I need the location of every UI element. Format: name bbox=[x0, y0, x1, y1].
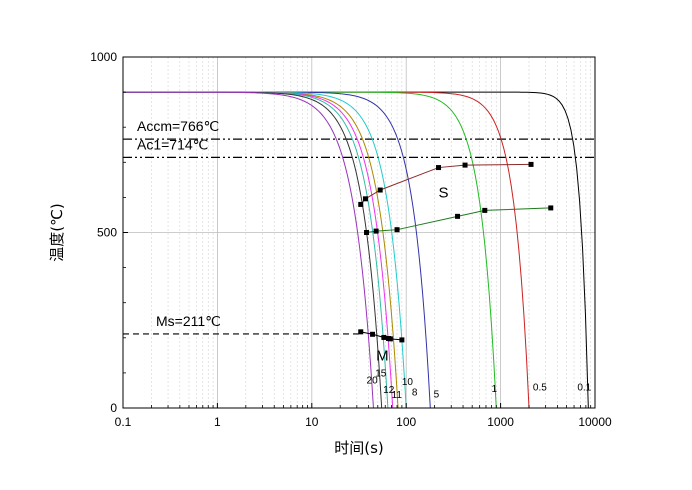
curve-label-8: 8 bbox=[412, 388, 418, 399]
x-tick-label: 0.1 bbox=[115, 415, 132, 429]
transformation-point bbox=[399, 337, 405, 343]
x-tick-label: 1 bbox=[214, 415, 221, 429]
transformation-point bbox=[373, 228, 379, 234]
transformation-point bbox=[482, 207, 488, 213]
y-tick-label: 0 bbox=[110, 401, 117, 415]
y-tick-label: 1000 bbox=[90, 50, 117, 64]
x-tick-label: 1000 bbox=[487, 415, 514, 429]
transformation-point bbox=[362, 196, 368, 202]
transformation-point bbox=[381, 334, 387, 340]
transformation-point bbox=[548, 205, 554, 211]
transformation-point bbox=[358, 201, 364, 207]
transformation-point bbox=[387, 336, 393, 342]
transformation-point bbox=[377, 187, 383, 193]
transformation-point bbox=[436, 165, 442, 171]
reference-label: Ms=211℃ bbox=[156, 313, 221, 329]
curve-label-5: 5 bbox=[434, 389, 440, 400]
transformation-point bbox=[358, 329, 364, 335]
transformation-lines bbox=[358, 161, 554, 343]
transformation-point bbox=[462, 162, 468, 168]
transformation-point bbox=[455, 213, 461, 219]
transformation-point bbox=[528, 161, 534, 167]
transformation-point bbox=[370, 331, 376, 337]
grid-minor bbox=[151, 57, 591, 408]
x-axis-label: 时间(s) bbox=[334, 439, 384, 457]
transformation-point bbox=[364, 230, 370, 235]
reference-label: Accm=766℃ bbox=[137, 118, 219, 134]
curve-label-15: 15 bbox=[375, 368, 387, 379]
curve-label-10: 10 bbox=[402, 377, 414, 388]
transformation-line-finish bbox=[366, 207, 551, 233]
y-tick-label: 500 bbox=[97, 226, 117, 240]
axis-ticks: 0.1 1 10 100 1000 10000 0 500 1000 bbox=[90, 50, 612, 429]
curve-label-0_5: 0.5 bbox=[533, 382, 547, 393]
reference-lines bbox=[123, 138, 595, 335]
region-label-M: M bbox=[376, 348, 389, 365]
curve-label-0_1: 0.1 bbox=[577, 382, 591, 393]
y-axis-label: 温度(℃) bbox=[48, 203, 66, 262]
cooling-curves bbox=[123, 91, 589, 409]
x-tick-label: 10000 bbox=[578, 415, 612, 429]
x-tick-label: 10 bbox=[305, 415, 319, 429]
curve-label-1: 1 bbox=[491, 384, 497, 395]
reference-label: Ac1=714℃ bbox=[137, 136, 208, 152]
grid-major bbox=[122, 56, 596, 409]
curve-label-20: 20 bbox=[367, 375, 379, 386]
x-tick-label: 100 bbox=[396, 415, 416, 429]
curve-label-11: 11 bbox=[392, 390, 403, 401]
region-label-S: S bbox=[439, 184, 449, 201]
curve-label-12: 12 bbox=[383, 385, 395, 396]
cooling-curve-20 bbox=[123, 91, 374, 409]
transformation-point bbox=[394, 227, 400, 233]
transformation-line-martensite bbox=[360, 331, 402, 341]
